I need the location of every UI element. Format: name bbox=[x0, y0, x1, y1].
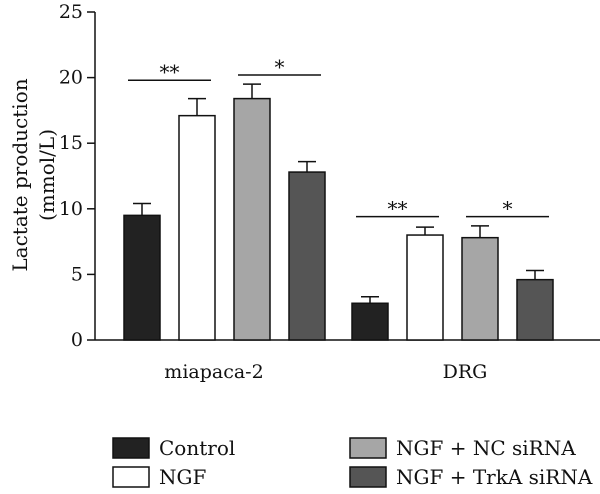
significance-label: ** bbox=[388, 197, 408, 221]
significance-label: * bbox=[503, 197, 513, 221]
y-axis-title-line-2: (mmol/L) bbox=[35, 129, 59, 221]
bar bbox=[123, 214, 161, 341]
y-tick-label: 10 bbox=[59, 198, 83, 220]
error-bars bbox=[133, 83, 544, 304]
bar bbox=[516, 278, 554, 341]
legend-swatch bbox=[349, 437, 387, 459]
y-tick-label: 25 bbox=[59, 1, 83, 23]
x-tick-label: miapaca-2 bbox=[164, 361, 263, 383]
significance-label: ** bbox=[160, 60, 180, 84]
x-tick-label: DRG bbox=[443, 361, 488, 383]
y-axis-title: Lactate production (mmol/L) bbox=[8, 78, 59, 271]
y-tick-label: 20 bbox=[59, 67, 83, 89]
legend-swatch bbox=[349, 466, 387, 488]
bar bbox=[406, 234, 444, 341]
bar bbox=[178, 114, 216, 341]
y-axis-title-line-1: Lactate production bbox=[8, 78, 32, 271]
bar bbox=[461, 236, 499, 341]
legend-label: Control bbox=[159, 436, 235, 460]
significance-label: * bbox=[275, 55, 285, 79]
legend-label: NGF bbox=[159, 465, 206, 489]
significance-markers: ** *** * bbox=[128, 55, 549, 221]
bar bbox=[351, 302, 389, 341]
legend-label: NGF + TrkA siRNA bbox=[396, 465, 593, 489]
bar bbox=[233, 97, 271, 341]
legend-swatch bbox=[112, 437, 150, 459]
bars bbox=[123, 97, 554, 341]
y-tick-label: 15 bbox=[59, 132, 83, 154]
legend-label: NGF + NC siRNA bbox=[396, 436, 576, 460]
bar bbox=[288, 171, 326, 341]
y-tick-label: 0 bbox=[71, 329, 83, 351]
legend-swatch bbox=[112, 466, 150, 488]
legend: Control NGF NGF + NC siRNA NGF + TrkA siRNA bbox=[112, 436, 593, 489]
y-tick-label: 5 bbox=[71, 263, 83, 285]
